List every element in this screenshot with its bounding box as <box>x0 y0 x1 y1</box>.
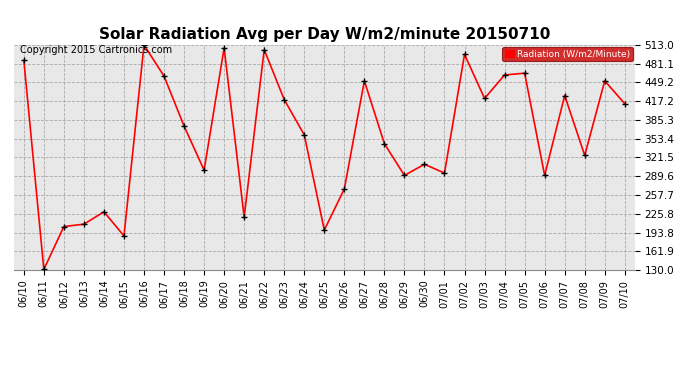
Text: Copyright 2015 Cartronics.com: Copyright 2015 Cartronics.com <box>20 45 172 55</box>
Legend: Radiation (W/m2/Minute): Radiation (W/m2/Minute) <box>502 47 633 61</box>
Title: Solar Radiation Avg per Day W/m2/minute 20150710: Solar Radiation Avg per Day W/m2/minute … <box>99 27 550 42</box>
